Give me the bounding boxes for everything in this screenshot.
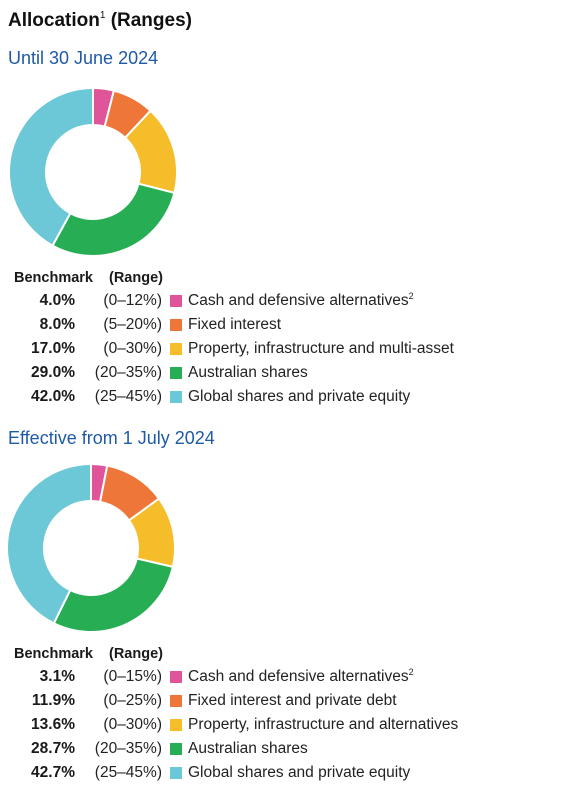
benchmark-value: 13.6% <box>31 716 75 733</box>
benchmark-value: 4.0% <box>39 292 75 309</box>
chart-1-legend-row: 29.0% (20–35%) Australian shares <box>14 361 574 385</box>
benchmark-value: 11.9% <box>31 692 75 709</box>
chart-1-benchmark-header: Benchmark <box>14 270 93 286</box>
legend-swatch <box>170 671 182 683</box>
chart-2-legend: Benchmark (Range) 3.1% (0–15%) Cash and def… <box>14 643 574 785</box>
chart-2-subtitle: Effective from 1 July 2024 <box>8 428 215 448</box>
legend-label: Fixed interest <box>188 316 282 333</box>
range-value: (25–45%) <box>94 764 162 781</box>
chart-2-legend-row: 42.7% (25–45%) Global shares and private e… <box>14 761 574 785</box>
chart-2-benchmark-header: Benchmark <box>14 646 93 662</box>
legend-label: Global shares and private equity <box>188 764 411 781</box>
chart-1-legend-row: 8.0% (5–20%) Fixed interest <box>14 313 574 337</box>
chart-1-legend-row: 4.0% (0–12%) Cash and defensive alternativ… <box>14 289 574 313</box>
legend-label: Property, infrastructure and multi-asset <box>188 340 454 357</box>
legend-swatch <box>170 767 182 779</box>
benchmark-value: 42.7% <box>31 764 75 781</box>
page-title: Allocation1 (Ranges) <box>8 9 192 31</box>
range-value: (0–30%) <box>103 340 162 357</box>
benchmark-value: 17.0% <box>31 340 75 357</box>
footnote-marker: 2 <box>408 667 414 678</box>
chart-1-slice-global <box>8 87 94 247</box>
legend-swatch <box>170 367 182 379</box>
benchmark-value: 3.1% <box>39 668 75 685</box>
legend-label: Australian shares <box>188 364 308 381</box>
chart-1-legend: Benchmark (Range) 4.0% (0–12%) Cash and def… <box>14 267 574 409</box>
chart-2-slice-australian <box>52 557 175 633</box>
chart-2-legend-row: 11.9% (0–25%) Fixed interest and private d… <box>14 689 574 713</box>
legend-swatch <box>170 391 182 403</box>
benchmark-value: 29.0% <box>31 364 75 381</box>
legend-label: Cash and defensive alternatives2 <box>188 667 414 686</box>
title-footnote: 1 <box>99 9 106 21</box>
benchmark-value: 28.7% <box>31 740 75 757</box>
benchmark-value: 42.0% <box>31 388 75 405</box>
chart-1-legend-row: 42.0% (25–45%) Global shares and private e… <box>14 385 574 409</box>
legend-swatch <box>170 295 182 307</box>
benchmark-value: 8.0% <box>39 316 75 333</box>
chart-2-slice-global <box>6 463 92 625</box>
chart-2-legend-row: 3.1% (0–15%) Cash and defensive alternativ… <box>14 665 574 689</box>
chart-2-donut <box>6 463 176 633</box>
legend-label: Property, infrastructure and alternative… <box>188 716 459 733</box>
legend-swatch <box>170 319 182 331</box>
chart-1-subtitle: Until 30 June 2024 <box>8 48 159 68</box>
legend-label: Fixed interest and private debt <box>188 692 397 709</box>
legend-label: Global shares and private equity <box>188 388 411 405</box>
range-value: (0–12%) <box>103 292 162 309</box>
legend-swatch <box>170 695 182 707</box>
range-value: (20–35%) <box>94 740 162 757</box>
chart-1-range-header: (Range) <box>109 270 163 286</box>
chart-1-donut <box>8 87 178 257</box>
legend-label: Cash and defensive alternatives2 <box>188 291 414 310</box>
footnote-marker: 2 <box>408 291 414 302</box>
legend-swatch <box>170 743 182 755</box>
range-value: (0–25%) <box>103 692 162 709</box>
legend-label: Australian shares <box>188 740 308 757</box>
chart-1-slice-australian <box>51 182 176 257</box>
range-value: (0–15%) <box>103 668 162 685</box>
range-value: (0–30%) <box>103 716 162 733</box>
chart-2-legend-row: 13.6% (0–30%) Property, infrastructure and… <box>14 713 574 737</box>
range-value: (20–35%) <box>94 364 162 381</box>
range-value: (5–20%) <box>103 316 162 333</box>
chart-2-legend-row: 28.7% (20–35%) Australian shares <box>14 737 574 761</box>
chart-2-range-header: (Range) <box>109 646 163 662</box>
legend-swatch <box>170 719 182 731</box>
range-value: (25–45%) <box>94 388 162 405</box>
chart-1-legend-row: 17.0% (0–30%) Property, infrastructure and… <box>14 337 574 361</box>
legend-swatch <box>170 343 182 355</box>
